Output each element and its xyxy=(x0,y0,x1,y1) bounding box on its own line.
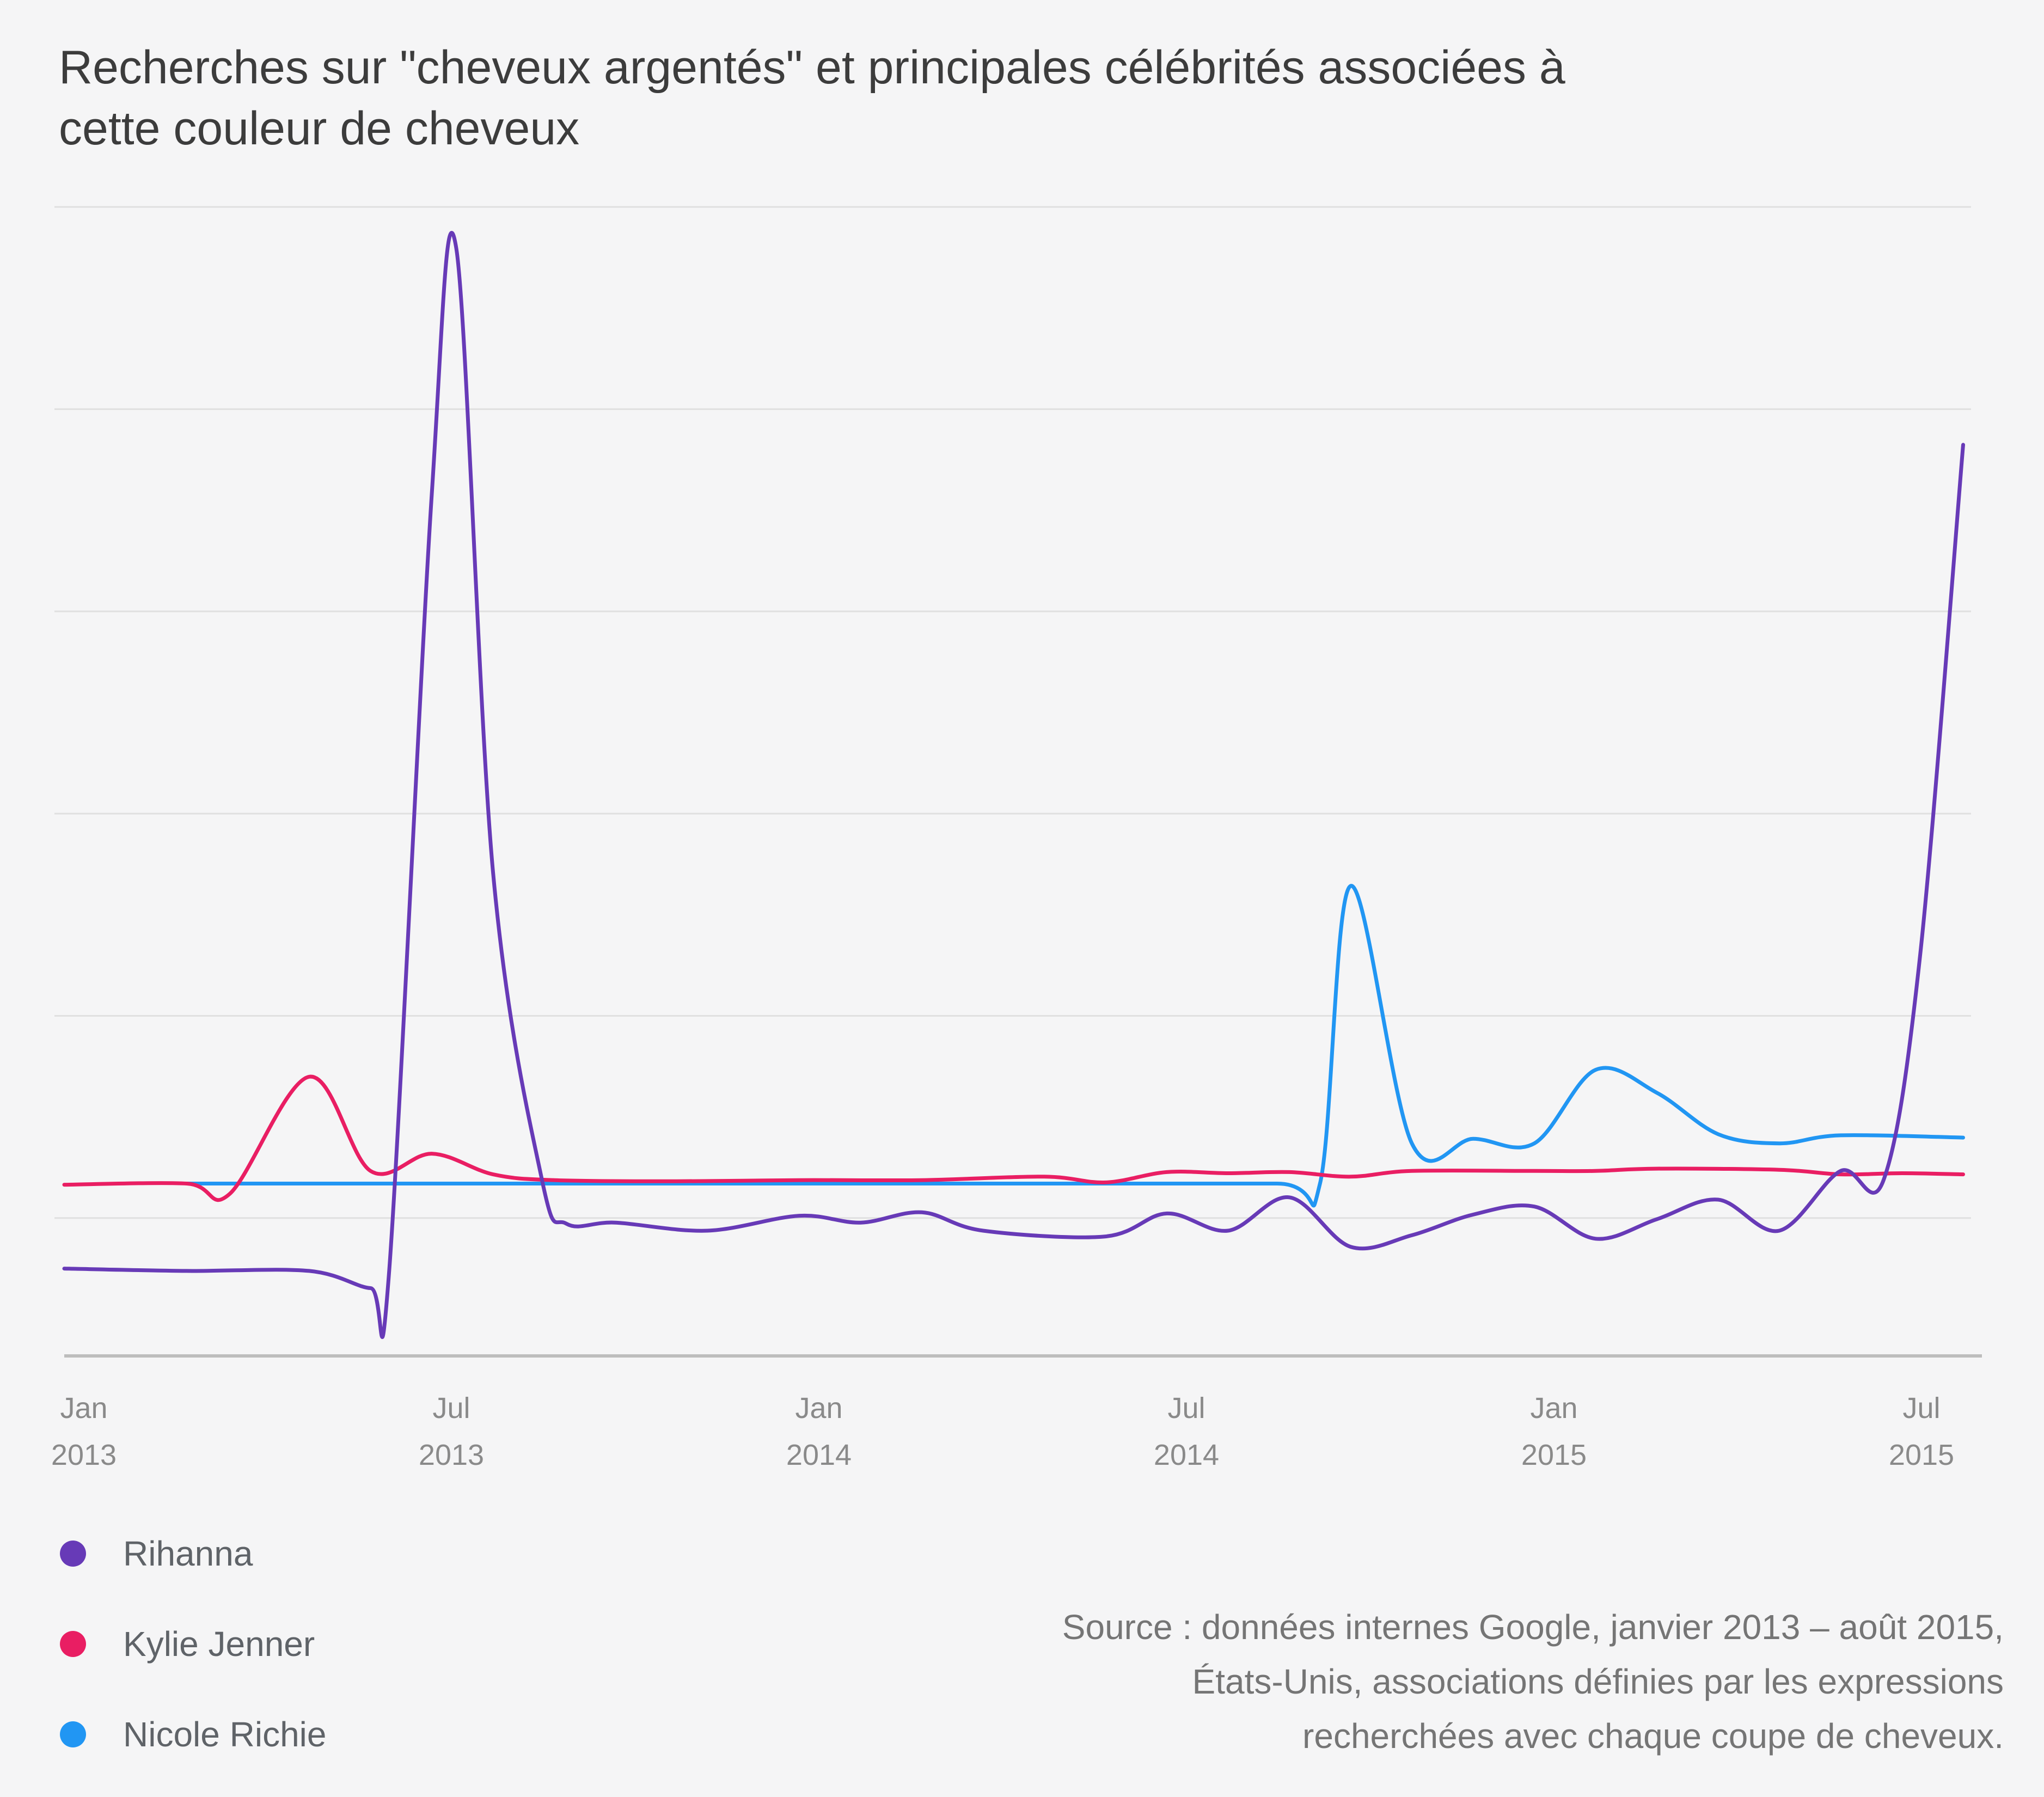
legend-marker-nicole-richie xyxy=(60,1721,86,1747)
x-tick-year-5: 2015 xyxy=(1889,1439,1954,1471)
legend-label-rihanna: Rihanna xyxy=(123,1534,253,1573)
chart-title-line-1: Recherches sur "cheveux argentés" et pri… xyxy=(59,41,1565,94)
x-tick-year-0: 2013 xyxy=(51,1439,117,1471)
x-tick-year-4: 2015 xyxy=(1521,1439,1587,1471)
legend: Rihanna Kylie Jenner Nicole Richie xyxy=(60,1508,326,1780)
x-tick-year-2: 2014 xyxy=(786,1439,852,1471)
series-line-kylie-jenner xyxy=(62,1074,1965,1202)
legend-item-kylie-jenner[interactable]: Kylie Jenner xyxy=(60,1599,326,1689)
x-tick-month-2: Jan xyxy=(795,1392,842,1425)
x-tick-year-3: 2014 xyxy=(1154,1439,1219,1471)
legend-marker-rihanna xyxy=(60,1541,86,1567)
legend-item-rihanna[interactable]: Rihanna xyxy=(60,1508,326,1599)
source-line-2: États-Unis, associations définies par le… xyxy=(1192,1662,2004,1701)
chart-title-line-2: cette couleur de cheveux xyxy=(59,102,580,155)
legend-item-nicole-richie[interactable]: Nicole Richie xyxy=(60,1689,326,1780)
source-line-1: Source : données internes Google, janvie… xyxy=(1062,1607,2004,1647)
source-note: Source : données internes Google, janvie… xyxy=(806,1600,2004,1763)
x-tick-month-4: Jan xyxy=(1530,1392,1577,1425)
x-tick-month-5: Jul xyxy=(1902,1392,1940,1425)
line-chart: Jan 2013 Jul 2013 Jan 2014 Jul 2014 Jan 2015 Jul 20… xyxy=(51,206,1982,1471)
chart-title: Recherches sur "cheveux argentés" et pri… xyxy=(59,37,1801,159)
x-tick-month-0: Jan xyxy=(60,1392,107,1425)
source-line-3: recherchées avec chaque coupe de cheveux… xyxy=(1302,1716,2004,1756)
x-tick-month-1: Jul xyxy=(432,1392,470,1425)
series-line-rihanna xyxy=(62,231,1965,1339)
legend-label-nicole-richie: Nicole Richie xyxy=(123,1715,327,1754)
series-line-nicole-richie xyxy=(185,884,1965,1208)
legend-marker-kylie-jenner xyxy=(60,1631,86,1657)
x-tick-month-3: Jul xyxy=(1167,1392,1205,1425)
x-tick-year-1: 2013 xyxy=(419,1439,484,1471)
legend-label-kylie-jenner: Kylie Jenner xyxy=(123,1624,315,1664)
